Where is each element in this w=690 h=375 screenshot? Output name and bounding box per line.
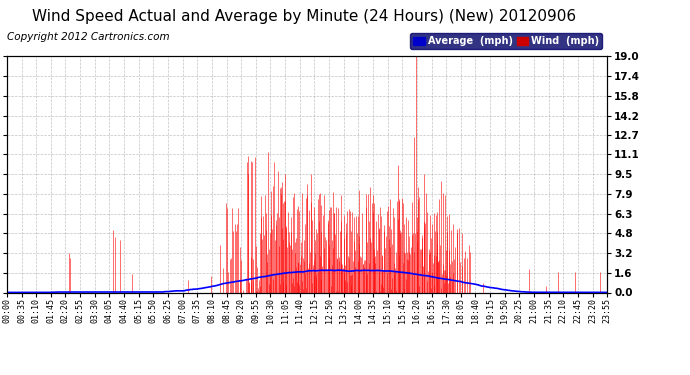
- Legend: Average  (mph), Wind  (mph): Average (mph), Wind (mph): [411, 33, 602, 49]
- Text: Wind Speed Actual and Average by Minute (24 Hours) (New) 20120906: Wind Speed Actual and Average by Minute …: [32, 9, 575, 24]
- Text: Copyright 2012 Cartronics.com: Copyright 2012 Cartronics.com: [7, 32, 170, 42]
